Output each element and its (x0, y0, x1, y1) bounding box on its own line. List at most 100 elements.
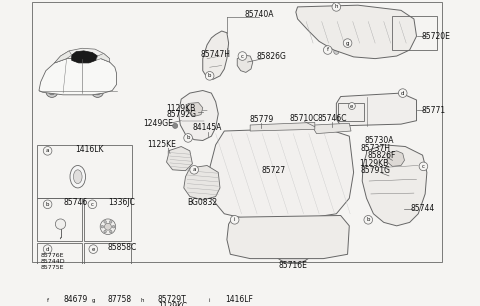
Circle shape (104, 230, 107, 233)
Text: 85744: 85744 (410, 204, 435, 213)
Text: 1416LF: 1416LF (225, 295, 253, 304)
Polygon shape (55, 48, 109, 63)
Text: 1129KB: 1129KB (359, 159, 388, 168)
Text: i: i (234, 217, 235, 222)
Text: 85771: 85771 (422, 106, 446, 115)
Polygon shape (167, 147, 192, 171)
Text: c: c (241, 54, 244, 58)
Circle shape (287, 233, 300, 247)
Polygon shape (387, 151, 405, 166)
Text: g: g (92, 298, 95, 303)
Circle shape (94, 88, 101, 95)
Circle shape (89, 245, 97, 253)
Polygon shape (96, 54, 109, 62)
Circle shape (55, 219, 66, 229)
Polygon shape (314, 123, 351, 134)
Circle shape (92, 85, 104, 97)
Circle shape (269, 215, 317, 264)
Text: 85744D: 85744D (41, 259, 65, 264)
Circle shape (205, 297, 214, 305)
Circle shape (100, 219, 116, 234)
Text: 85746C: 85746C (317, 114, 347, 123)
Circle shape (101, 226, 104, 228)
Text: b: b (208, 73, 211, 78)
Polygon shape (39, 274, 80, 293)
Text: 1249GE: 1249GE (143, 119, 173, 128)
Circle shape (364, 10, 369, 16)
Text: 84145A: 84145A (192, 123, 222, 132)
Circle shape (43, 147, 52, 155)
Text: 85716E: 85716E (279, 261, 308, 270)
Circle shape (43, 200, 52, 209)
Circle shape (332, 2, 341, 11)
Text: b: b (367, 217, 370, 222)
Circle shape (276, 172, 285, 181)
Text: 85740A: 85740A (244, 10, 274, 19)
Circle shape (312, 15, 317, 20)
Text: 1129KC: 1129KC (158, 301, 187, 306)
Text: d: d (46, 247, 49, 252)
Text: 85747H: 85747H (201, 50, 231, 59)
Text: f: f (47, 298, 48, 303)
Text: 85776E: 85776E (41, 253, 64, 258)
Circle shape (109, 221, 112, 223)
Text: i: i (209, 298, 210, 303)
Text: 85826G: 85826G (257, 52, 287, 62)
Text: 85727: 85727 (262, 166, 286, 175)
Polygon shape (93, 266, 118, 285)
Text: 85775E: 85775E (41, 265, 64, 270)
FancyArrowPatch shape (60, 237, 61, 239)
Text: 87758: 87758 (108, 295, 132, 304)
Text: a: a (192, 167, 196, 172)
Circle shape (364, 215, 372, 224)
Circle shape (385, 107, 391, 113)
Circle shape (343, 39, 352, 47)
Polygon shape (250, 122, 315, 131)
Circle shape (190, 166, 198, 174)
Text: 85746: 85746 (63, 198, 87, 207)
Text: 85792G: 85792G (166, 110, 196, 119)
Text: 85737H: 85737H (360, 144, 390, 153)
Polygon shape (179, 91, 218, 140)
Circle shape (173, 123, 178, 129)
Text: 1125KE: 1125KE (147, 140, 176, 149)
Circle shape (238, 52, 247, 60)
Text: h: h (335, 4, 338, 9)
Circle shape (89, 297, 97, 305)
Circle shape (359, 107, 365, 113)
Circle shape (407, 40, 412, 46)
Circle shape (43, 297, 52, 305)
Circle shape (419, 162, 428, 171)
Polygon shape (184, 166, 220, 200)
Circle shape (398, 107, 404, 113)
Circle shape (105, 223, 111, 230)
Circle shape (372, 107, 378, 113)
Text: 85858C: 85858C (108, 243, 137, 252)
Text: BG0832: BG0832 (188, 198, 218, 207)
Circle shape (348, 103, 355, 110)
Text: 85729T: 85729T (158, 295, 187, 304)
Polygon shape (203, 31, 228, 79)
Circle shape (138, 297, 147, 305)
Circle shape (334, 49, 339, 54)
Polygon shape (296, 5, 417, 59)
Text: 85826F: 85826F (368, 151, 396, 160)
Text: 85730A: 85730A (365, 136, 394, 145)
Text: 1336JC: 1336JC (108, 198, 135, 207)
Text: e: e (92, 247, 95, 252)
Polygon shape (55, 51, 72, 63)
Text: b: b (186, 136, 190, 140)
Circle shape (88, 200, 97, 209)
Text: c: c (91, 202, 94, 207)
Text: f: f (327, 47, 329, 53)
Ellipse shape (70, 166, 85, 188)
Circle shape (43, 245, 52, 253)
Polygon shape (39, 58, 117, 95)
Circle shape (205, 72, 214, 80)
Circle shape (104, 221, 107, 223)
Circle shape (398, 89, 407, 97)
Text: 85710C: 85710C (290, 114, 319, 123)
Text: 85720E: 85720E (421, 32, 450, 41)
Text: 85791G: 85791G (360, 166, 390, 175)
Circle shape (46, 85, 58, 97)
